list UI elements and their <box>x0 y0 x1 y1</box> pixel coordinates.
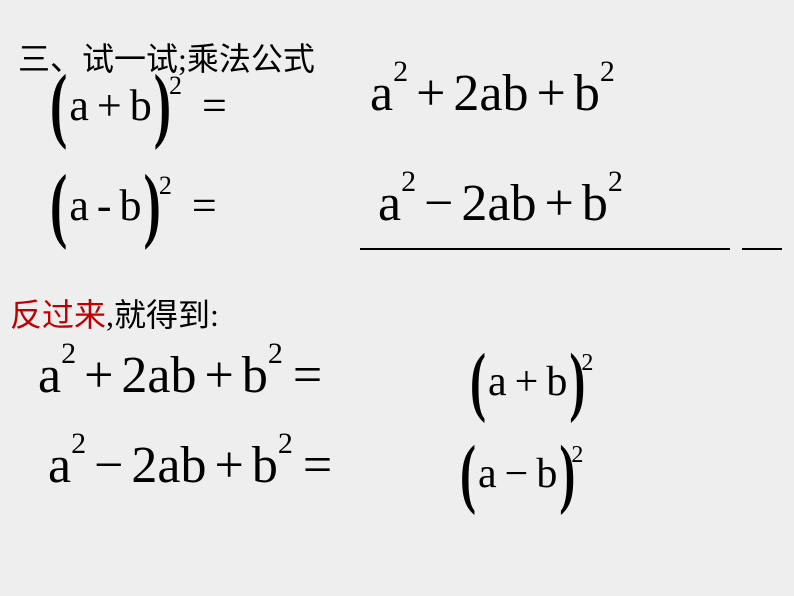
plus: + <box>545 174 574 233</box>
exponent: 2 <box>71 427 86 461</box>
minus: - <box>97 180 112 231</box>
lparen: ( <box>50 58 67 152</box>
heading-reverse: 反过来,就得到: <box>10 290 219 336</box>
var-b: b <box>574 64 600 123</box>
formula-row-4-rhs: ( a − b ) 2 <box>460 446 587 501</box>
underline-2 <box>742 248 782 250</box>
underline-1 <box>360 248 730 250</box>
formula-row-1-lhs: ( a + b ) 2 = <box>50 76 241 135</box>
plus: + <box>84 346 113 405</box>
exponent: 2 <box>393 55 408 89</box>
coef-2: 2 <box>453 64 479 123</box>
equals: = <box>202 80 227 131</box>
var-b: b <box>120 180 142 231</box>
var-a: a <box>378 174 401 233</box>
var-a: a <box>38 346 61 405</box>
plus: + <box>215 436 244 495</box>
var-a: a <box>478 450 497 498</box>
formula-row-4-lhs: a 2 − 2 ab + b 2 = <box>48 436 334 495</box>
var-b: b <box>252 436 278 495</box>
var-b: b <box>130 80 152 131</box>
exponent: 2 <box>600 55 615 89</box>
coef-2: 2 <box>461 174 487 233</box>
var-a: a <box>488 358 507 406</box>
exponent: 2 <box>278 427 293 461</box>
lparen: ( <box>50 158 67 252</box>
formula-row-2-lhs: ( a - b ) 2 = <box>50 176 231 235</box>
coef-2: 2 <box>131 436 157 495</box>
var-b: b <box>582 174 608 233</box>
exponent: 2 <box>159 171 172 201</box>
minus: − <box>424 174 453 233</box>
coef-2: 2 <box>121 346 147 405</box>
var-a: a <box>69 180 89 231</box>
exponent: 2 <box>571 442 583 469</box>
var-b: b <box>242 346 268 405</box>
plus: + <box>416 64 445 123</box>
formula-row-3-rhs: ( a + b ) 2 <box>470 354 597 409</box>
plus: + <box>97 80 122 131</box>
exponent: 2 <box>608 165 623 199</box>
lparen: ( <box>470 338 486 426</box>
exponent: 2 <box>401 165 416 199</box>
var-a: a <box>48 436 71 495</box>
var-b: b <box>536 450 557 498</box>
equals: = <box>293 346 322 405</box>
formula-row-2-rhs: a 2 − 2 ab + b 2 <box>378 174 623 233</box>
exponent: 2 <box>61 337 76 371</box>
exponent: 2 <box>169 71 182 101</box>
var-ab: ab <box>147 346 196 405</box>
formula-row-3-lhs: a 2 + 2 ab + b 2 = <box>38 346 328 405</box>
var-ab: ab <box>479 64 528 123</box>
heading-reverse-red: 反过来 <box>10 297 106 333</box>
var-ab: ab <box>157 436 206 495</box>
exponent: 2 <box>581 350 593 377</box>
heading-reverse-black: ,就得到: <box>106 297 219 333</box>
var-ab: ab <box>487 174 536 233</box>
equals: = <box>192 180 217 231</box>
formula-row-1-rhs: a 2 + 2 ab + b 2 <box>370 64 615 123</box>
plus: + <box>205 346 234 405</box>
var-a: a <box>370 64 393 123</box>
exponent: 2 <box>268 337 283 371</box>
minus: − <box>505 450 529 498</box>
var-b: b <box>546 358 567 406</box>
plus: + <box>537 64 566 123</box>
plus: + <box>515 358 539 406</box>
var-a: a <box>69 80 89 131</box>
minus: − <box>94 436 123 495</box>
equals: = <box>303 436 332 495</box>
lparen: ( <box>460 430 476 518</box>
